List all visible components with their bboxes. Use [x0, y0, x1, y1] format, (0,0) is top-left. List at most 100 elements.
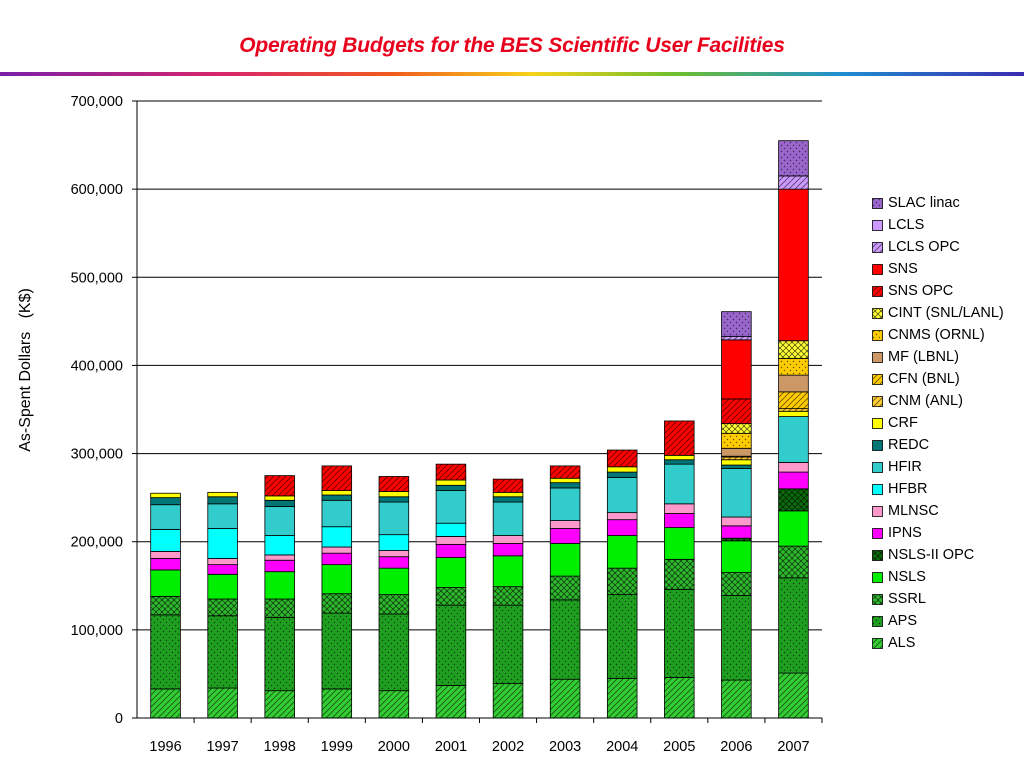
bar-segment-redc: [321, 494, 353, 501]
bar-segment-hfir: [435, 490, 467, 524]
legend-swatch: [872, 351, 883, 363]
bar-segment-sns-opc: [721, 398, 752, 425]
bar-segment-hfir: [664, 463, 695, 505]
y-tick-label: 500,000: [71, 270, 123, 286]
x-tick-label: 1999: [321, 739, 353, 755]
bar-segment-mlnsc: [321, 546, 353, 554]
bar-segment-mlnsc: [207, 558, 238, 566]
bar-segment-redc: [606, 471, 638, 478]
bar-segment-als: [378, 690, 410, 719]
legend-item: CFN (BNL): [872, 368, 1024, 390]
legend-swatch: [872, 373, 883, 385]
bar-segment-slac-linac: [778, 140, 809, 177]
bar-segment-mlnsc: [549, 520, 581, 529]
legend-label: MF (LBNL): [888, 349, 959, 365]
bar-segment-hfbr: [150, 528, 181, 552]
bar-segment-hfir: [150, 504, 181, 530]
legend-item: HFIR: [872, 456, 1024, 478]
bar-segment-mlnsc: [721, 516, 752, 527]
legend-label: CNM (ANL): [888, 393, 963, 409]
legend-item: SLAC linac: [872, 192, 1024, 214]
bar-segment-hfir: [549, 487, 581, 521]
bar-segment-als: [321, 688, 353, 719]
legend-item: LCLS: [872, 214, 1024, 236]
axes: [136, 101, 822, 719]
bar-segment-als: [435, 684, 467, 719]
bar-segment-ssrl: [721, 572, 752, 596]
bar-segment-mlnsc: [150, 551, 181, 559]
bar-segment-als: [664, 677, 695, 719]
bar-segment-ssrl: [606, 567, 638, 596]
bar-stack-1998: [264, 475, 295, 719]
bar-segment-ssrl: [378, 594, 410, 615]
legend-label: NSLS: [888, 569, 926, 585]
bar-segment-ipns: [549, 528, 581, 544]
bar-segment-hfbr: [435, 522, 467, 537]
bar-segment-redc: [492, 496, 524, 503]
bar-segment-cfn-bnl-: [778, 391, 809, 410]
legend-swatch: [872, 637, 883, 649]
bar-segment-aps: [492, 604, 524, 685]
bar-segment-sns-opc: [549, 465, 581, 479]
bar-segment-nsls: [549, 543, 581, 577]
bar-segment-als: [492, 683, 524, 719]
bar-segment-redc: [435, 484, 467, 491]
bar-segment-sns-opc: [321, 465, 353, 491]
bar-stack-1996: [150, 492, 181, 719]
y-tick-label: 600,000: [71, 182, 123, 198]
legend-item: NSLS: [872, 566, 1024, 588]
legend-label: NSLS-II OPC: [888, 547, 975, 563]
bar-segment-sns: [721, 339, 752, 400]
x-tick-label: 1996: [149, 739, 181, 755]
bar-segment-crf: [664, 454, 695, 461]
bar-segment-slac-linac: [721, 311, 752, 337]
bar-segment-aps: [549, 599, 581, 680]
bar-segment-nsls: [207, 573, 238, 600]
bar-segment-aps: [721, 595, 752, 681]
y-tick-label: 200,000: [71, 535, 123, 551]
bar-segment-crf: [150, 492, 181, 499]
legend-label: LCLS OPC: [888, 239, 960, 255]
legend-label: ALS: [888, 635, 916, 651]
bar-segment-aps: [207, 615, 238, 689]
bar-segment-cint-snl-lanl-: [721, 423, 752, 434]
bar-segment-crf: [207, 491, 238, 498]
x-tick-label: 2001: [435, 739, 467, 755]
bar-segment-sns-opc: [264, 475, 295, 497]
bar-segment-ipns: [606, 519, 638, 536]
bar-segment-mlnsc: [664, 503, 695, 514]
bar-segment-crf: [778, 410, 809, 417]
bar-segment-sns-opc: [664, 420, 695, 456]
legend-label: CINT (SNL/LANL): [888, 305, 1004, 321]
bar-segment-crf: [549, 477, 581, 484]
bar-segment-crf: [492, 491, 524, 498]
bar-stack-2002: [492, 478, 524, 719]
bar-segment-crf: [721, 459, 752, 466]
x-tick-label: 2005: [663, 739, 695, 755]
legend-item: SNS: [872, 258, 1024, 280]
bar-segment-sns-opc: [378, 476, 410, 492]
bar-segment-nsls: [150, 569, 181, 597]
bar-segment-aps: [606, 594, 638, 679]
bar-segment-nsls: [664, 527, 695, 560]
x-tick-label: 2003: [549, 739, 581, 755]
bar-segment-mlnsc: [492, 535, 524, 544]
legend-item: HFBR: [872, 478, 1024, 500]
legend-label: APS: [888, 613, 918, 629]
bar-segment-nsls: [492, 555, 524, 588]
bar-segment-redc: [207, 496, 238, 505]
legend-swatch: [872, 285, 883, 297]
y-tick-label: 300,000: [71, 447, 123, 463]
legend-label: SLAC linac: [888, 195, 960, 211]
bar-segment-crf: [435, 479, 467, 486]
x-tick-label: 2000: [378, 739, 410, 755]
bar-segment-redc: [721, 464, 752, 469]
bar-segment-als: [150, 688, 181, 719]
x-tick-label: 2007: [777, 739, 809, 755]
legend-label: SNS: [888, 261, 918, 277]
legend-item: SSRL: [872, 588, 1024, 610]
x-tick-label: 1997: [206, 739, 238, 755]
x-tick-label: 2006: [720, 739, 752, 755]
bar-segment-nsls: [435, 557, 467, 588]
bar-segment-cnms-ornl-: [778, 357, 809, 376]
